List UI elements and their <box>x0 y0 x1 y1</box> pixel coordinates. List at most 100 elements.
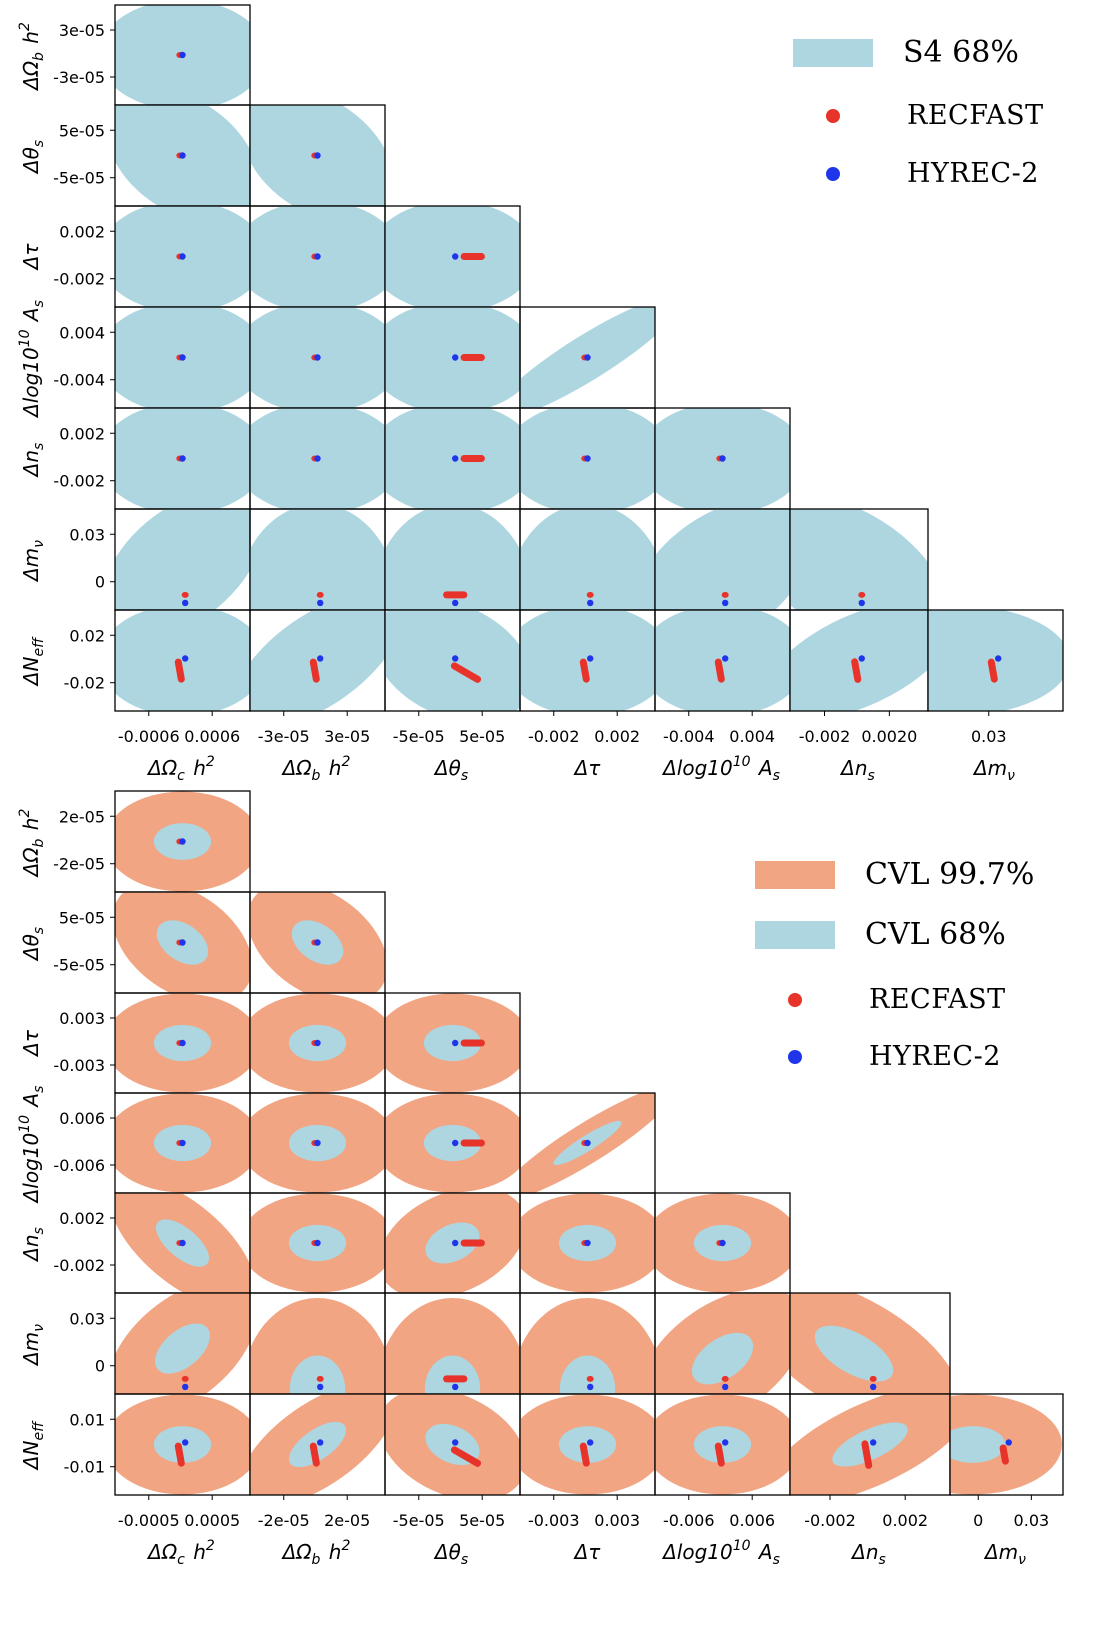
hyrec-point <box>995 655 1002 662</box>
panel-4-2 <box>385 408 520 509</box>
cvl-68-contour <box>691 1332 754 1385</box>
panel-4-1 <box>250 1193 385 1293</box>
panel-5-5 <box>790 1293 950 1394</box>
y-tick-label: 5e-05 <box>59 121 105 140</box>
x-tick-label: -0.004 <box>663 727 715 746</box>
x-tick-label: 0.03 <box>1014 1511 1050 1530</box>
panel-1-1 <box>250 105 385 206</box>
panel-6-3 <box>520 1394 655 1495</box>
recfast-points <box>450 1446 482 1467</box>
panel-3-3 <box>520 307 655 408</box>
hyrec-point <box>858 655 865 662</box>
x-axis-label: Δmν <box>972 756 1017 784</box>
hyrec-point <box>452 1383 459 1391</box>
cvl-68-contour <box>153 1426 212 1463</box>
recfast-points <box>443 591 468 599</box>
hyrec-point <box>452 655 459 662</box>
panel-6-0 <box>115 1394 250 1495</box>
s4-68-contour <box>250 610 385 711</box>
hyrec-point <box>179 152 186 159</box>
y-tick-label: -5e-05 <box>53 169 105 188</box>
x-axis-label: Δns <box>839 756 877 784</box>
hyrec-point <box>314 253 321 260</box>
x-tick-label: 0.03 <box>971 727 1007 746</box>
panel-6-4 <box>655 1394 790 1495</box>
recfast-points <box>181 1375 189 1382</box>
y-tick-label: 3e-05 <box>59 21 105 40</box>
panel-1-1 <box>250 892 385 993</box>
recfast-points <box>460 1139 485 1147</box>
hyrec-point <box>182 1439 189 1446</box>
cvl-68-contour <box>424 1355 481 1394</box>
hyrec-point <box>587 655 594 662</box>
s4-68-contour <box>928 610 1063 711</box>
recfast-points <box>460 1039 485 1047</box>
hyrec-point <box>452 1239 459 1247</box>
recfast-marker-icon <box>788 993 802 1007</box>
hyrec-point <box>870 1439 877 1446</box>
hyrec-point <box>452 1439 459 1446</box>
cvl-68-contour <box>558 1426 617 1463</box>
x-tick-label: -0.006 <box>663 1511 715 1530</box>
y-tick-label: -0.01 <box>64 1458 105 1477</box>
y-tick-label: 0.002 <box>59 222 105 241</box>
x-tick-label: 0.0005 <box>184 1511 240 1530</box>
cvl-68-swatch <box>755 921 835 949</box>
panel-4-1 <box>250 408 385 509</box>
x-tick-label: 0.002 <box>882 1511 928 1530</box>
hyrec-point <box>587 1439 594 1446</box>
x-tick-label: -0.003 <box>528 1511 580 1530</box>
recfast-points <box>316 591 324 598</box>
cvl-68-contour <box>155 1323 210 1374</box>
panel-1-0 <box>115 105 250 206</box>
cvl-997-contour <box>950 1394 1062 1495</box>
hyrec-point <box>314 1139 321 1147</box>
panel-6-6 <box>950 1394 1062 1495</box>
y-axis-label: Δτ <box>19 1029 43 1058</box>
y-tick-label: -0.02 <box>64 674 105 693</box>
panel-5-3 <box>520 509 655 610</box>
x-axis-label: ΔΩc h2 <box>146 754 217 784</box>
hyrec-point <box>314 1039 321 1047</box>
panel-6-5 <box>790 1394 950 1495</box>
cvl-68-contour <box>289 1355 346 1394</box>
y-tick-label: 0.01 <box>69 1410 105 1429</box>
panel-5-2 <box>385 509 520 610</box>
hyrec-point <box>182 599 189 607</box>
panel-4-4 <box>655 408 790 509</box>
y-axis-label: ΔNeff <box>19 1420 47 1471</box>
s4-68-contour <box>790 509 928 610</box>
panel-6-1 <box>250 610 385 711</box>
cvl-997-contour <box>250 1298 385 1394</box>
x-tick-label: -0.002 <box>799 727 851 746</box>
panel-1-0 <box>115 892 250 993</box>
panel-5-0 <box>115 509 250 610</box>
y-tick-label: 0.004 <box>59 323 105 342</box>
s4-corner-plot: 3e-05 -3e-05 ΔΩb h2 5e-05 -5e-05 Δθs 0.002 -0… <box>17 4 1064 784</box>
hyrec-point <box>179 838 186 845</box>
hyrec-point <box>314 152 321 159</box>
s4-68-contour <box>520 610 655 711</box>
panel-0-0 <box>115 791 250 892</box>
cvl-997-contour <box>520 1298 655 1394</box>
x-tick-label: -0.0005 <box>118 1511 180 1530</box>
cvl-corner-plot: 2e-05 -2e-05 ΔΩb h2 5e-05 -5e-05 Δθs 0.003 -0… <box>17 790 1064 1568</box>
hyrec-marker-icon <box>826 167 840 181</box>
hyrec-point <box>452 599 459 607</box>
y-axis-label: Δmν <box>19 1322 47 1367</box>
y-tick-label: 0.03 <box>69 1309 105 1328</box>
hyrec-point <box>314 455 321 462</box>
hyrec-point <box>314 354 321 361</box>
panel-6-6 <box>928 610 1063 711</box>
x-tick-label: 0.006 <box>729 1511 775 1530</box>
recfast-points <box>174 1442 185 1467</box>
hyrec-point <box>722 599 729 607</box>
hyrec-point <box>179 455 186 462</box>
y-axis-label: Δlog1010 As <box>17 1084 47 1205</box>
x-tick-label: 2e-05 <box>324 1511 370 1530</box>
recfast-points <box>316 1375 324 1382</box>
y-axis-label: Δθs <box>19 925 47 962</box>
hyrec-marker-icon <box>788 1050 802 1064</box>
s4-68-contour <box>385 610 520 711</box>
x-axis-label: Δθs <box>433 1540 470 1568</box>
